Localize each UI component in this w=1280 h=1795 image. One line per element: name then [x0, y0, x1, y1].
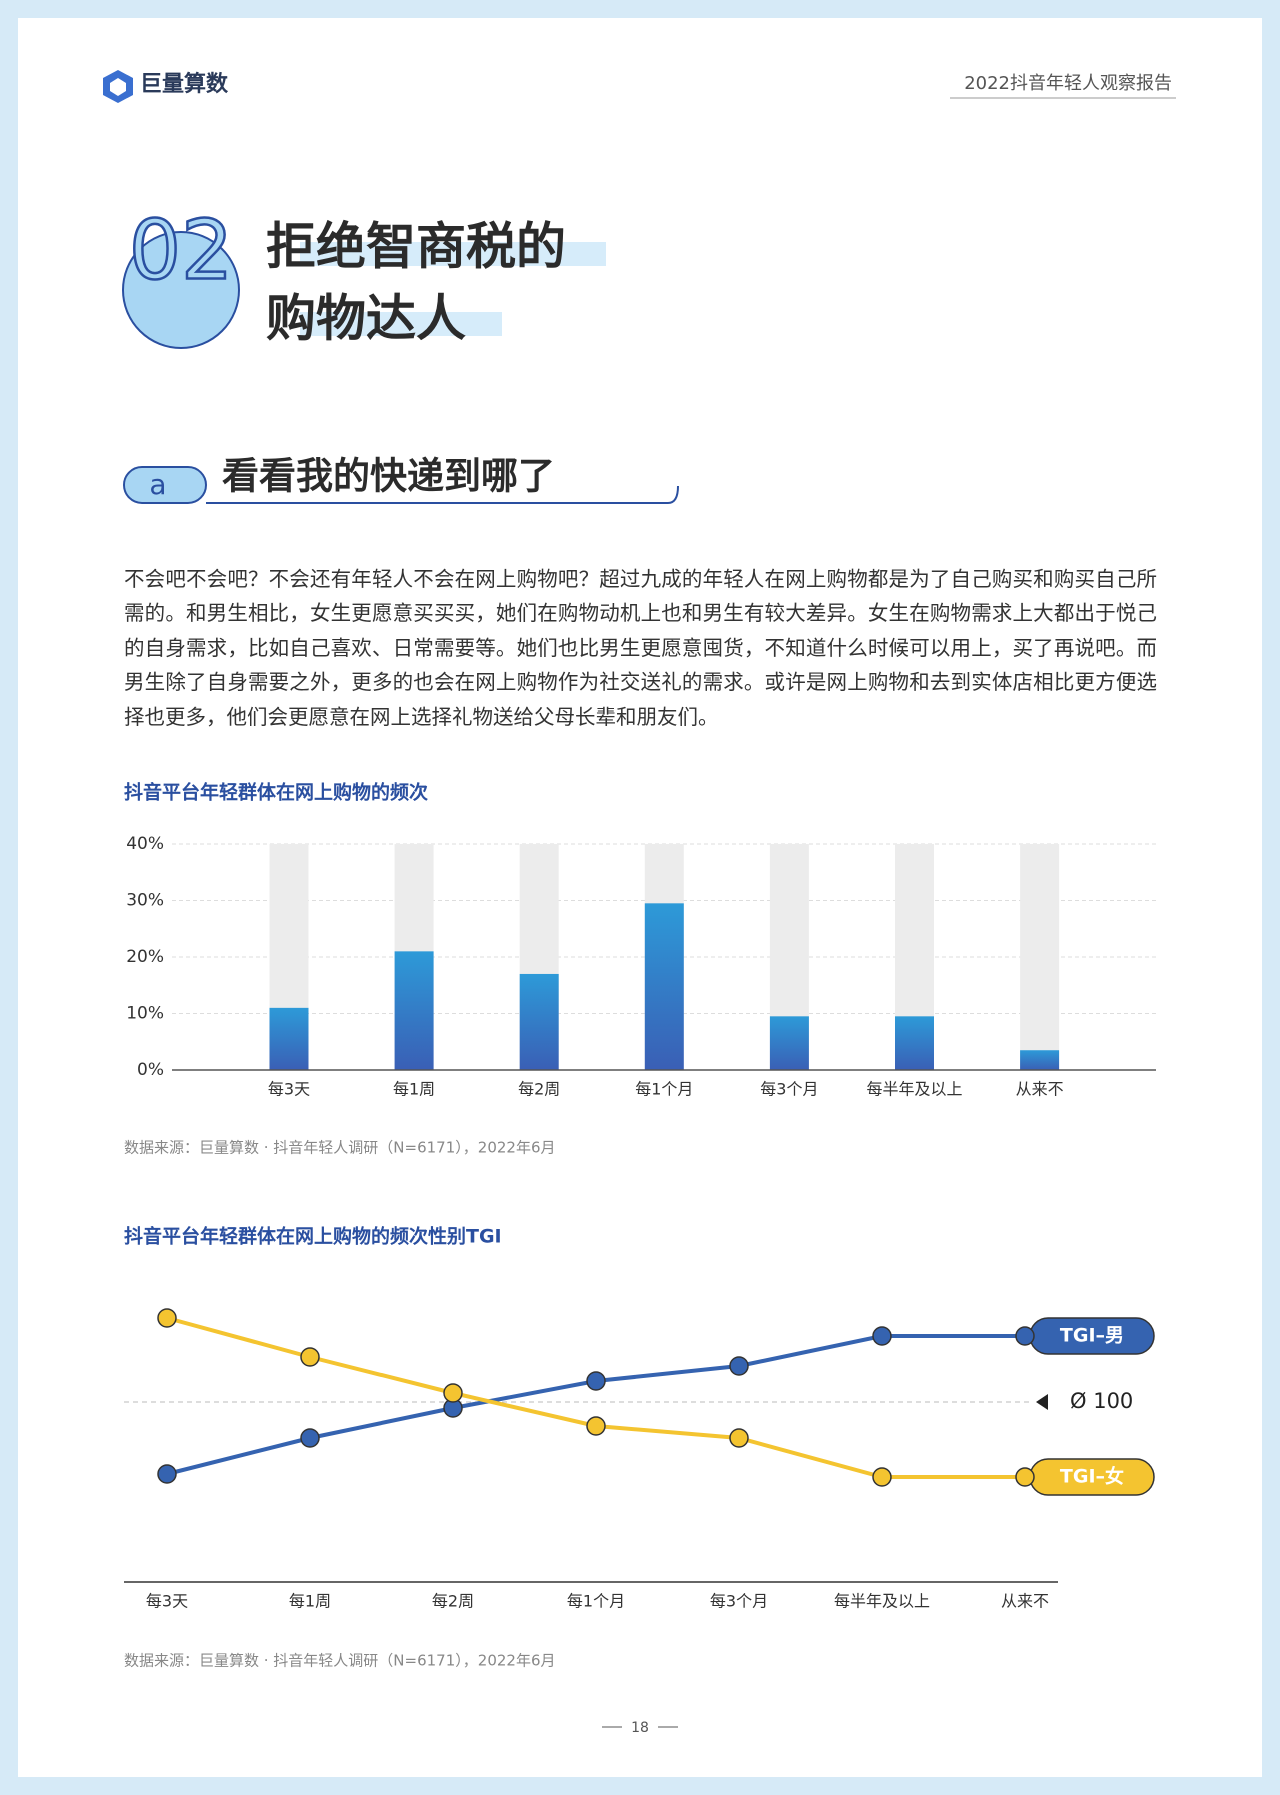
body-text: 不会吧不会吧？不会还有年轻人不会在网上购物吧？超过九成的年轻人在网上购物都是为了… [124, 567, 1157, 729]
data-point [300, 1428, 320, 1448]
number-circle [122, 231, 240, 349]
data-point [729, 1428, 749, 1448]
y-tick-label: 0% [137, 1060, 164, 1080]
x-tick-label: 每1周 [289, 1592, 331, 1611]
logo [103, 70, 133, 103]
bar [1020, 1050, 1060, 1070]
x-tick-label: 每半年及以上 [834, 1592, 930, 1611]
brand: 巨量算数 [140, 71, 229, 97]
subsection-letter: a [149, 468, 166, 501]
x-tick-label: 从来不 [1001, 1592, 1049, 1611]
x-tick-label: 每半年及以上 [866, 1080, 962, 1099]
section-title: 购物达人 [266, 290, 466, 348]
reference-label: Ø 100 [1070, 1389, 1133, 1413]
chart-title: 抖音平台年轻群体在网上购物的频次 [124, 781, 428, 804]
y-tick-label: 20% [126, 947, 164, 967]
section-number: 02 [129, 203, 233, 298]
x-tick-label: 每1个月 [567, 1592, 625, 1611]
x-tick-label: 每1周 [393, 1080, 435, 1099]
bar-track [1020, 844, 1060, 1070]
data-point [443, 1383, 463, 1403]
y-tick-label: 30% [126, 891, 164, 911]
data-point [872, 1326, 892, 1346]
bar [895, 1016, 934, 1070]
x-tick-label: 每1个月 [635, 1080, 693, 1099]
report-name: 2022抖音年轻人观察报告 [964, 73, 1172, 94]
highlight [300, 312, 502, 336]
highlight [300, 242, 606, 266]
subsection-title: 看看我的快递到哪了 [222, 455, 555, 498]
legend-label: TGI–男 [1060, 1325, 1124, 1347]
bar [644, 903, 684, 1070]
y-tick-label: 10% [126, 1004, 164, 1024]
data-point [1015, 1326, 1035, 1346]
bar [519, 973, 559, 1070]
x-tick-label: 每2周 [432, 1592, 474, 1611]
data-point [872, 1467, 892, 1487]
legend-label: TGI–女 [1060, 1465, 1124, 1488]
x-tick-label: 从来不 [1016, 1080, 1064, 1099]
bar [769, 1016, 809, 1070]
data-point [157, 1464, 177, 1484]
subsection-pill [123, 466, 207, 504]
subsection-rule [206, 485, 679, 504]
data-point [1015, 1467, 1035, 1487]
x-tick-label: 每2周 [518, 1080, 560, 1099]
y-tick-label: 40% [126, 834, 164, 854]
reference-arrow [1036, 1394, 1048, 1410]
data-point [586, 1371, 606, 1391]
x-tick-label: 每3个月 [760, 1080, 818, 1099]
chart-title: 抖音平台年轻群体在网上购物的频次性别TGI [124, 1225, 502, 1248]
chart-source: 数据来源：巨量算数 · 抖音年轻人调研（N=6171），2022年6月 [124, 1139, 556, 1157]
data-point [729, 1356, 749, 1376]
x-tick-label: 每3个月 [710, 1592, 768, 1611]
bar [394, 951, 434, 1070]
x-tick-label: 每3天 [268, 1080, 310, 1099]
data-point [157, 1308, 177, 1328]
data-point [300, 1347, 320, 1367]
bar [269, 1007, 309, 1070]
chart-source: 数据来源：巨量算数 · 抖音年轻人调研（N=6171），2022年6月 [124, 1652, 556, 1670]
section-title: 拒绝智商税的 [266, 218, 566, 276]
x-tick-label: 每3天 [146, 1592, 188, 1611]
data-point [586, 1416, 606, 1436]
page-number: 18 [631, 1720, 649, 1736]
